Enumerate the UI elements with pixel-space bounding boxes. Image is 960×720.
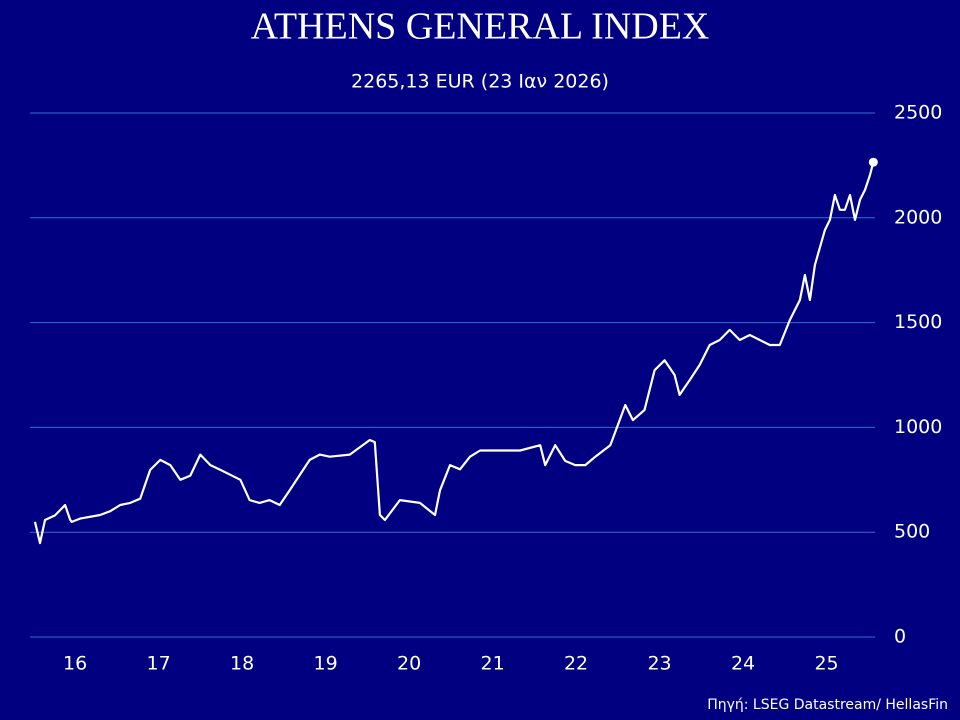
y-tick-label: 2000	[894, 206, 942, 228]
x-tick-label: 21	[480, 653, 504, 675]
x-tick-label: 25	[814, 653, 838, 675]
x-tick-label: 24	[731, 653, 755, 675]
x-tick-label: 19	[313, 653, 337, 675]
chart-subtitle: 2265,13 EUR (23 Ιαν 2026)	[351, 71, 609, 93]
y-tick-label: 1000	[894, 416, 942, 438]
y-tick-label: 0	[894, 626, 906, 648]
x-tick-label: 17	[146, 653, 170, 675]
y-tick-label: 2500	[894, 102, 942, 124]
source-note: Πηγή: LSEG Datastream/ HellasFin	[707, 697, 948, 713]
x-tick-label: 22	[564, 653, 588, 675]
x-tick-label: 18	[230, 653, 254, 675]
x-tick-label: 16	[63, 653, 87, 675]
chart-title: ATHENS GENERAL INDEX	[251, 6, 710, 48]
last-point	[868, 157, 878, 167]
index-line	[33, 161, 875, 545]
x-tick-label: 20	[397, 653, 421, 675]
y-tick-label: 1500	[894, 311, 942, 333]
y-tick-label: 500	[894, 521, 930, 543]
x-tick-label: 23	[647, 653, 671, 675]
